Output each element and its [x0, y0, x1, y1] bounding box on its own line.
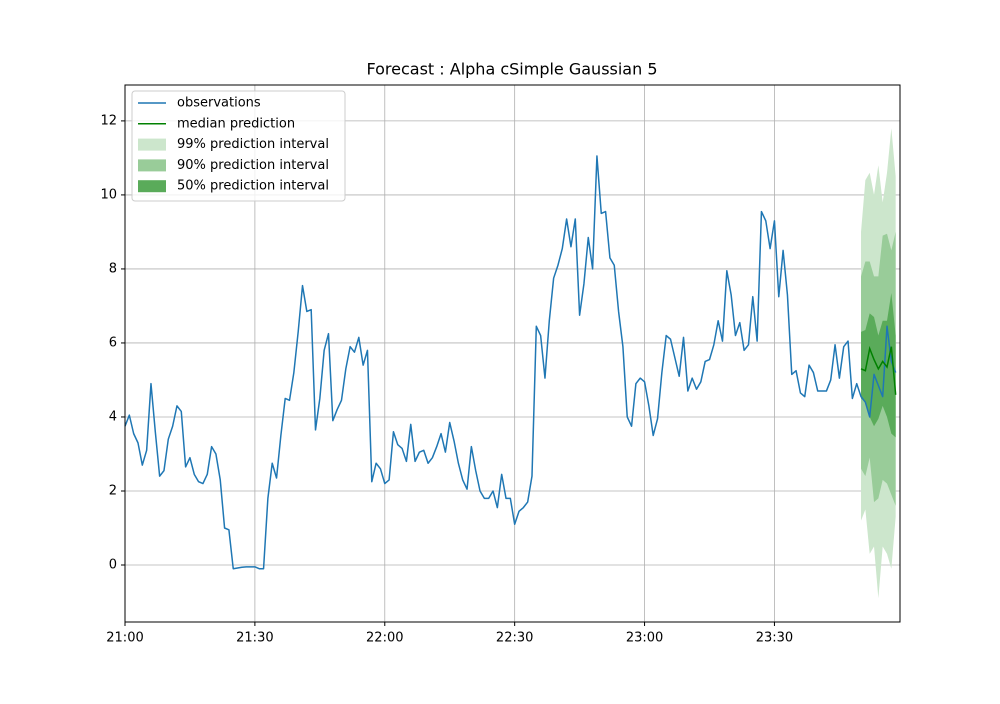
x-tick-label: 22:00 [366, 631, 403, 646]
x-tick-label: 21:00 [106, 631, 143, 646]
y-tick-label: 10 [100, 187, 117, 202]
x-tick-label: 21:30 [236, 631, 273, 646]
y-tick-label: 4 [109, 409, 117, 424]
legend-label: 99% prediction interval [177, 137, 329, 152]
x-tick-label: 22:30 [496, 631, 533, 646]
y-tick-label: 8 [109, 261, 117, 276]
x-tick-label: 23:00 [626, 631, 663, 646]
plot-frame [124, 84, 901, 623]
legend-label: median prediction [177, 116, 295, 131]
legend-swatch [138, 138, 166, 151]
y-tick-label: 2 [109, 483, 117, 498]
y-tick-label: 0 [109, 558, 117, 573]
x-tick-label: 23:30 [756, 631, 793, 646]
legend-label: 90% prediction interval [177, 158, 329, 173]
median-line [860, 345, 897, 395]
legend-swatch [138, 159, 166, 172]
legend-label: 50% prediction interval [177, 179, 329, 194]
observation-line [124, 155, 897, 570]
y-tick-label: 6 [109, 335, 117, 350]
legend-box [131, 90, 346, 202]
y-tick-label: 12 [100, 113, 117, 128]
chart-title: Forecast : Alpha cSimple Gaussian 5 [366, 60, 657, 79]
legend-swatch [138, 180, 166, 193]
legend-label: observations [177, 96, 261, 111]
